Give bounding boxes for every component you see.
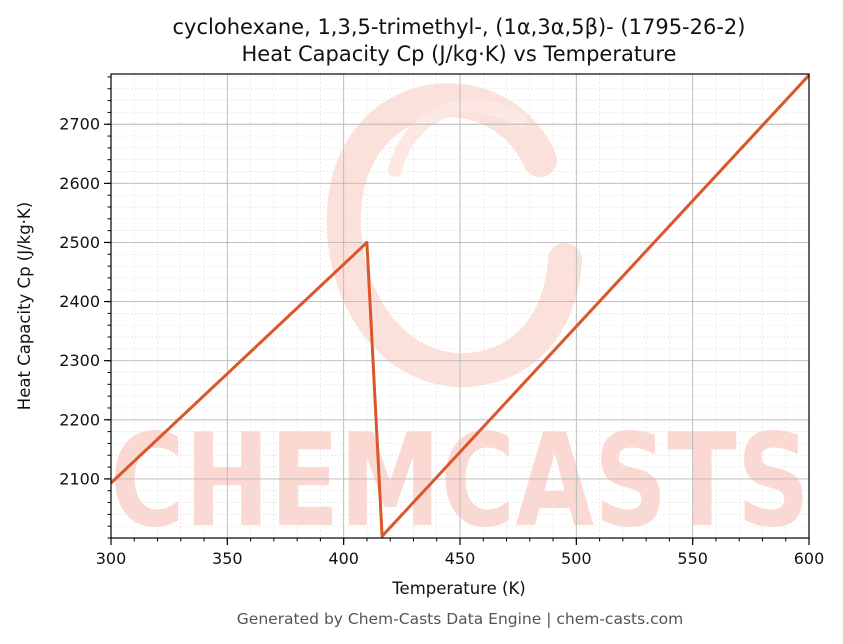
- heat-capacity-series-line: [109, 74, 811, 538]
- x-tick-label: 300: [96, 549, 127, 568]
- x-tick-label: 550: [677, 549, 708, 568]
- y-tick-label: 2500: [59, 233, 100, 252]
- chart-title: cyclohexane, 1,3,5-trimethyl-, (1α,3α,5β…: [173, 15, 746, 39]
- x-tick-label: 450: [445, 549, 476, 568]
- y-axis-label: Heat Capacity Cp (J/kg·K): [15, 202, 34, 410]
- x-tick-label: 500: [561, 549, 592, 568]
- y-tick-label: 2300: [59, 351, 100, 370]
- x-axis-label: Temperature (K): [391, 579, 525, 598]
- x-tick-label: 350: [212, 549, 243, 568]
- watermark-swirl: [326, 83, 582, 388]
- y-tick-label: 2100: [59, 469, 100, 488]
- axis-ticks: [104, 76, 810, 545]
- y-tick-label: 2200: [59, 410, 100, 429]
- plot-lines: [109, 74, 811, 538]
- y-tick-label: 2700: [59, 115, 100, 134]
- footer-credit: Generated by Chem-Casts Data Engine | ch…: [237, 610, 683, 628]
- x-tick-label: 600: [794, 549, 825, 568]
- chart-subtitle: Heat Capacity Cp (J/kg·K) vs Temperature: [242, 42, 677, 66]
- y-tick-label: 2600: [59, 174, 100, 193]
- x-tick-label: 400: [328, 549, 359, 568]
- y-tick-label: 2400: [59, 292, 100, 311]
- tick-labels: 300 350 400 450 500 550 600 2100 2200 2300 2400 250…: [59, 115, 824, 568]
